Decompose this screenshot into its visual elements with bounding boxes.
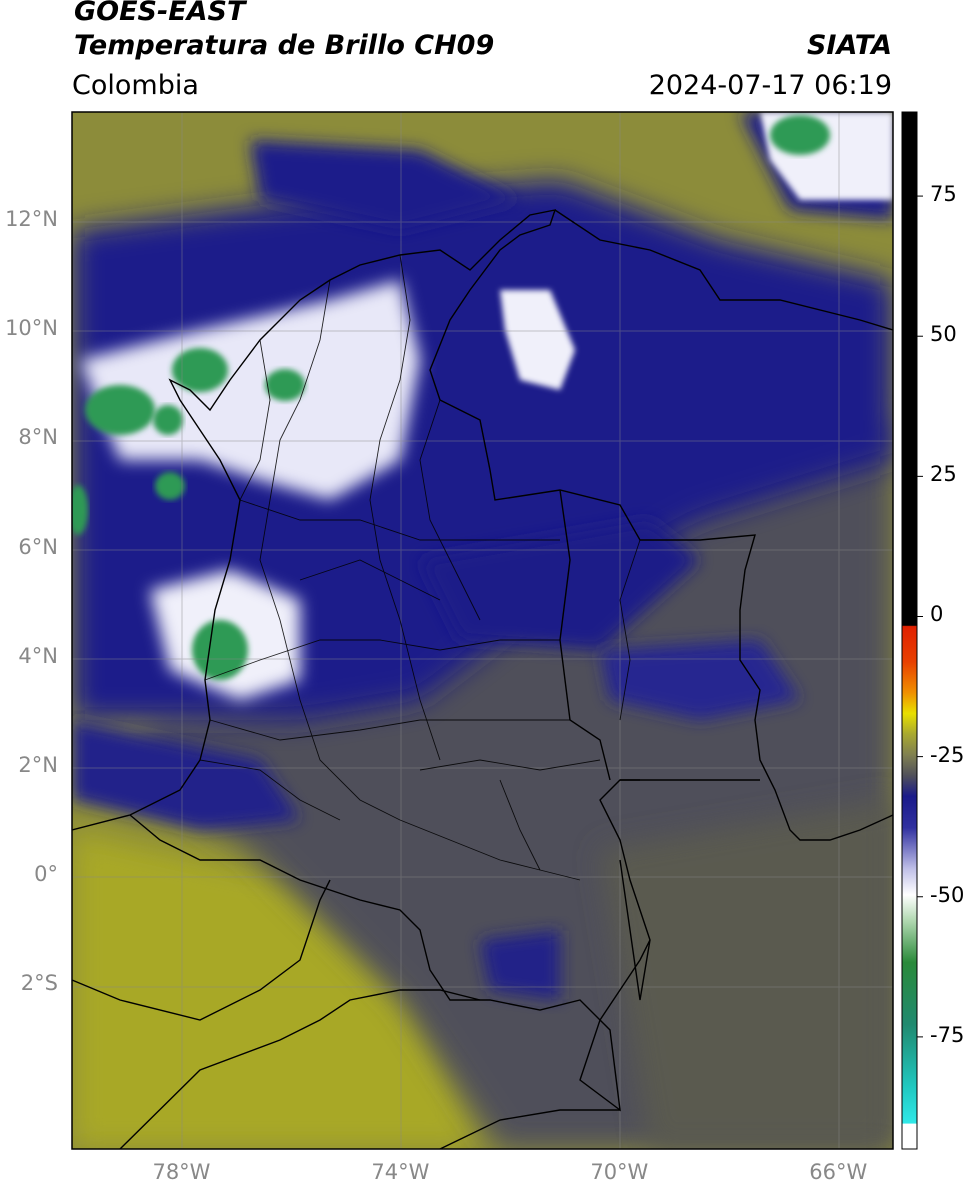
- country-borders: [72, 209, 893, 1149]
- map-frame: [71, 111, 894, 1150]
- lat-label: 4°N: [18, 643, 58, 668]
- lat-label: 0°: [34, 862, 58, 887]
- agency-label: SIATA: [806, 30, 892, 61]
- lat-label: 2°S: [20, 971, 58, 996]
- satellite-imagery: [72, 112, 893, 1149]
- satellite-title: GOES-EAST: [74, 0, 246, 27]
- lon-label: 74°W: [371, 1160, 430, 1184]
- lon-label: 66°W: [809, 1160, 868, 1184]
- gridlines: [72, 112, 893, 1149]
- lat-label: 12°N: [5, 207, 58, 232]
- lon-label: 78°W: [152, 1160, 211, 1184]
- datetime-label: 2024-07-17 06:19: [648, 70, 892, 101]
- colorbar-ticks: [917, 195, 923, 1038]
- colorbar-tick-label: -25: [930, 742, 965, 767]
- lon-label: 70°W: [590, 1160, 649, 1184]
- lat-label: 2°N: [18, 752, 58, 777]
- product-title: Temperatura de Brillo CH09: [74, 30, 495, 61]
- colorbar-tick-label: 25: [930, 462, 957, 487]
- colorbar-tick-label: 75: [930, 182, 957, 207]
- colorbar: [901, 111, 918, 1150]
- colorbar-tick-label: 0: [930, 602, 944, 627]
- department-borders: [199, 254, 641, 881]
- lat-label: 8°N: [18, 425, 58, 450]
- lat-label: 10°N: [5, 316, 58, 341]
- lat-label: 6°N: [18, 534, 58, 559]
- colorbar-tick-label: -75: [930, 1022, 965, 1047]
- colorbar-tick-label: 50: [930, 322, 957, 347]
- region-label: Colombia: [72, 70, 199, 101]
- colorbar-tick-label: -50: [930, 882, 965, 907]
